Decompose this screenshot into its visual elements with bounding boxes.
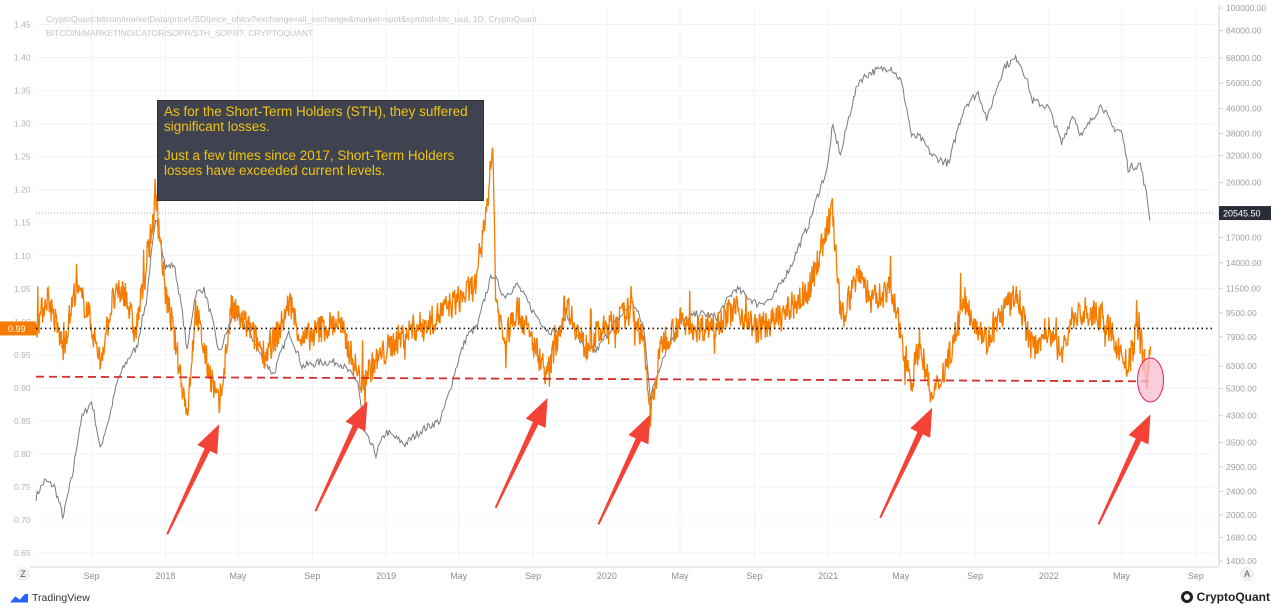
cryptoquant-logo: CryptoQuant xyxy=(1180,590,1270,604)
chart-grid xyxy=(36,8,1214,563)
x-axis-tick-label: Sep xyxy=(525,571,541,581)
right-axis-tick-label: 14000.00 xyxy=(1226,258,1262,268)
x-axis-tick-label: 2021 xyxy=(818,571,838,581)
right-axis-tick-label: 7900.00 xyxy=(1226,332,1257,342)
left-axis-tick-label: 1.40 xyxy=(14,53,31,63)
dip-arrow xyxy=(166,424,220,535)
right-axis-tick-label: 11500.00 xyxy=(1226,283,1261,293)
left-current-value-label: 0.99 xyxy=(8,324,26,334)
right-current-value-badge xyxy=(1219,206,1271,221)
left-axis-tick-label: 1.25 xyxy=(14,152,31,162)
left-axis-tick-label: 0.95 xyxy=(14,350,31,360)
left-axis-tick-label: 0.65 xyxy=(14,548,31,558)
right-current-value-label: 20545.50 xyxy=(1223,209,1261,219)
x-axis-tick-label: Sep xyxy=(304,571,320,581)
right-axis-tick-label: 46000.00 xyxy=(1226,104,1262,114)
right-axis-tick-label: 38000.00 xyxy=(1226,128,1262,138)
x-axis-tick-label: 2019 xyxy=(376,571,396,581)
annotation-marks xyxy=(166,357,1165,535)
left-axis-tick-label: 1.15 xyxy=(14,218,31,228)
zoom-reset-button[interactable]: Z xyxy=(16,567,30,581)
source-line-sopr: BITCOIN/MARKETINDICATOR/SOPR/STH_SOPR?, … xyxy=(46,28,314,38)
x-axis-tick-label: Sep xyxy=(1188,571,1204,581)
x-axis-tick-label: Sep xyxy=(967,571,983,581)
left-axis-tick-label: 0.85 xyxy=(14,416,31,426)
tradingview-label: TradingView xyxy=(32,592,90,604)
right-axis-tick-label: 5300.00 xyxy=(1226,384,1257,394)
right-axis-tick-label: 1680.00 xyxy=(1226,533,1257,543)
x-axis-tick-label: 2020 xyxy=(597,571,617,581)
right-axis-tick-label: 3500.00 xyxy=(1226,437,1257,447)
right-axis-tick-label: 68000.00 xyxy=(1226,53,1262,63)
left-axis-tick-label: 0.80 xyxy=(14,449,31,459)
reference-lines xyxy=(35,212,1214,383)
x-axis-tick-label: 2022 xyxy=(1039,571,1059,581)
left-axis-tick-label: 0.90 xyxy=(14,383,31,393)
left-axis-tick-label: 1.20 xyxy=(14,185,31,195)
right-axis-tick-label: 84000.00 xyxy=(1226,26,1262,36)
cryptoquant-label: CryptoQuant xyxy=(1196,590,1270,604)
auto-scale-button[interactable]: A xyxy=(1240,567,1254,581)
chart-axes: 1.451.401.351.301.251.201.151.101.051.00… xyxy=(0,3,1271,581)
x-axis-tick-label: 2018 xyxy=(155,571,175,581)
left-axis-tick-label: 1.45 xyxy=(14,20,31,30)
annotation-box: As for the Short-Term Holders (STH), the… xyxy=(157,100,484,201)
left-axis-tick-label: 0.75 xyxy=(14,482,31,492)
dip-arrow xyxy=(494,397,548,509)
dip-arrow xyxy=(314,401,368,512)
left-axis-tick-label: 1.35 xyxy=(14,86,31,96)
left-axis-tick-label: 1.05 xyxy=(14,284,31,294)
right-axis-tick-label: 100000.00 xyxy=(1226,3,1266,13)
right-axis-tick-label: 6300.00 xyxy=(1226,361,1257,371)
tradingview-icon xyxy=(10,593,28,603)
right-axis-tick-label: 17000.00 xyxy=(1226,233,1262,243)
x-axis-tick-label: Sep xyxy=(84,571,100,581)
right-axis-tick-label: 32000.00 xyxy=(1226,151,1262,161)
right-axis-tick-label: 1400.00 xyxy=(1226,556,1257,566)
x-axis-tick-label: May xyxy=(229,571,247,581)
left-axis-tick-label: 1.30 xyxy=(14,119,31,129)
left-axis-tick-label: 1.10 xyxy=(14,251,31,261)
sopr-series xyxy=(35,147,1152,427)
x-axis-tick-label: May xyxy=(892,571,910,581)
source-line-price: CryptoQuant:bitcoin/marketData/priceUSD/… xyxy=(46,14,537,24)
dip-arrow xyxy=(879,407,933,519)
highlight-ellipse xyxy=(1137,357,1165,403)
annotation-line-1: As for the Short-Term Holders (STH), the… xyxy=(164,104,468,134)
dip-arrow xyxy=(597,414,651,525)
x-axis-tick-label: May xyxy=(672,571,690,581)
right-axis-tick-label: 2400.00 xyxy=(1226,486,1257,496)
annotation-line-2: Just a few times since 2017, Short-Term … xyxy=(164,148,455,178)
right-axis-tick-label: 2000.00 xyxy=(1226,510,1257,520)
left-axis-tick-label: 0.70 xyxy=(14,515,31,525)
right-axis-tick-label: 4300.00 xyxy=(1226,411,1257,421)
x-axis-tick-label: Sep xyxy=(746,571,762,581)
dip-arrow xyxy=(1097,414,1151,525)
right-axis-tick-label: 56000.00 xyxy=(1226,78,1262,88)
x-axis-tick-label: May xyxy=(450,571,468,581)
right-axis-tick-label: 2900.00 xyxy=(1226,462,1257,472)
cryptoquant-icon xyxy=(1180,591,1193,603)
support-dashed-line xyxy=(35,375,1149,383)
right-axis-tick-label: 26000.00 xyxy=(1226,178,1262,188)
tradingview-logo: TradingView xyxy=(10,592,90,604)
x-axis-tick-label: May xyxy=(1113,571,1131,581)
sopr-line xyxy=(35,147,1152,427)
right-axis-tick-label: 9500.00 xyxy=(1226,308,1257,318)
left-current-value-badge xyxy=(0,321,36,336)
